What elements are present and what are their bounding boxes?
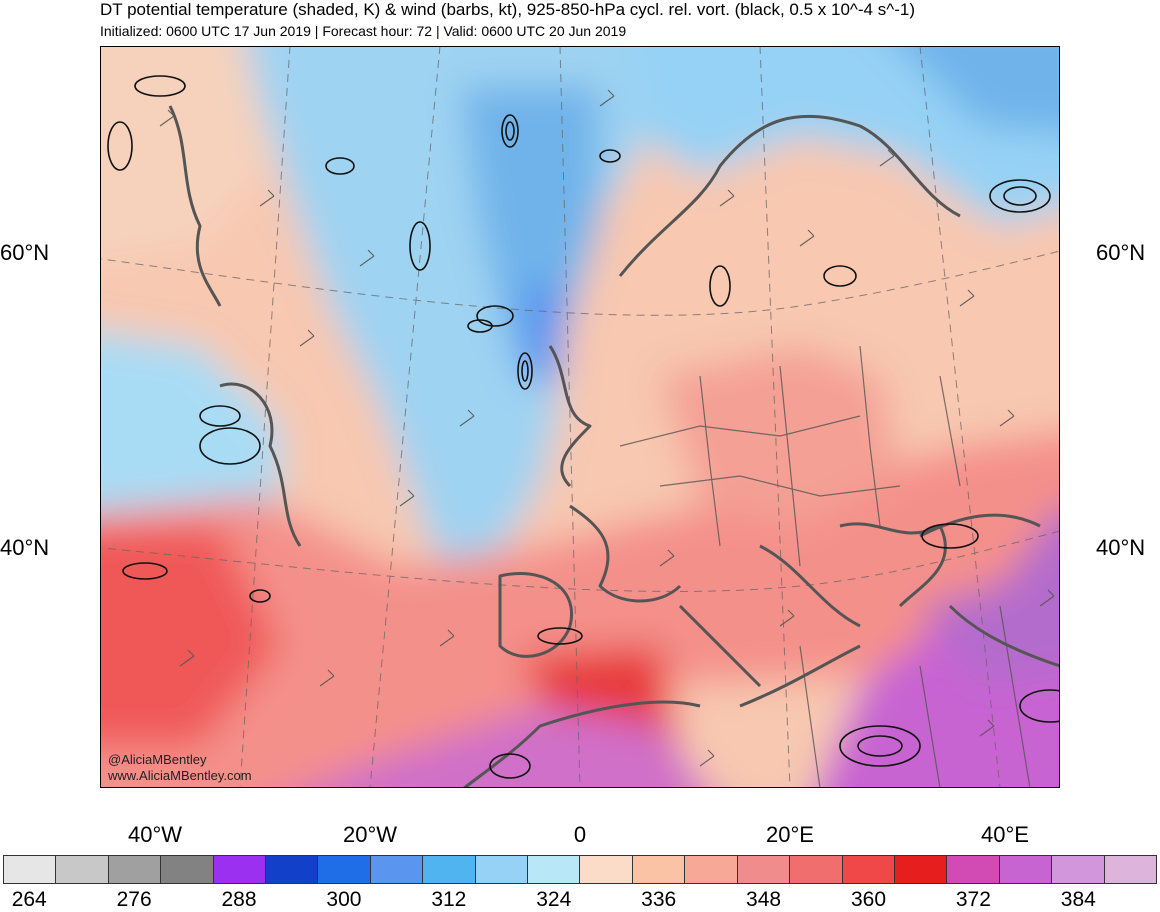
colorbar-swatch — [580, 856, 633, 883]
colorbar-swatch — [56, 856, 109, 883]
colorbar-swatch — [108, 856, 162, 883]
credit-website: www.AliciaMBentley.com — [108, 768, 252, 783]
hot-desert-region — [310, 706, 707, 788]
colorbar-swatch — [842, 856, 895, 883]
potential-temperature-shading — [100, 46, 1060, 788]
colorbar-swatch — [737, 856, 791, 883]
coastlines-and-borders — [168, 105, 1060, 788]
colorbar-swatch — [423, 856, 476, 883]
colorbar-label: 312 — [431, 888, 467, 911]
lat-label-60n-left: 60°N — [0, 240, 50, 265]
map-subtitle: Initialized: 0600 UTC 17 Jun 2019 | Fore… — [100, 23, 627, 39]
weather-map — [100, 46, 1060, 788]
colorbar-label: 348 — [746, 888, 782, 911]
colorbar-swatch — [947, 856, 1000, 883]
country-borders — [619, 345, 1031, 788]
colorbar-label: 276 — [116, 888, 152, 911]
colorbar-swatch — [999, 856, 1053, 883]
warm-subtropical-region — [100, 431, 1060, 788]
colorbar-swatch — [790, 856, 843, 883]
colorbar-swatch — [475, 856, 529, 883]
colorbar-label: 264 — [11, 888, 47, 911]
wind-barbs — [159, 89, 1055, 767]
colorbar-swatch — [528, 856, 581, 883]
lon-label-20e: 20°E — [766, 822, 814, 847]
colorbar-swatch — [266, 856, 319, 883]
map-title: DT potential temperature (shaded, K) & w… — [100, 0, 915, 19]
lon-label-40w: 40°W — [127, 822, 183, 847]
lon-label-40e: 40°E — [981, 822, 1029, 847]
colorbar-swatch — [685, 856, 738, 883]
colorbar-label: 372 — [955, 888, 991, 911]
colorbar-swatch — [632, 856, 686, 883]
lat-label-40n-left: 40°N — [0, 535, 50, 560]
lon-label-0: 0 — [573, 822, 587, 847]
graticule — [100, 46, 1060, 788]
colorbar-swatch — [1104, 856, 1156, 883]
colorbar-swatch — [1052, 856, 1105, 883]
colorbar-swatch — [894, 856, 948, 883]
colorbar-label: 288 — [221, 888, 257, 911]
colorbar-label: 300 — [326, 888, 362, 911]
colorbar-swatch — [213, 856, 267, 883]
lon-label-20w: 20°W — [342, 822, 398, 847]
colorbar-swatch — [161, 856, 214, 883]
lat-label-60n-right: 60°N — [1096, 240, 1146, 265]
colorbar-swatch — [4, 856, 57, 883]
vorticity-contours — [107, 75, 1060, 779]
colorbar — [3, 855, 1157, 884]
credit-handle: @AliciaMBentley — [108, 752, 207, 767]
colorbar-swatch — [318, 856, 371, 883]
colorbar-swatch — [370, 856, 424, 883]
colorbar-label: 360 — [850, 888, 887, 911]
colorbar-label: 336 — [641, 888, 677, 911]
lat-label-40n-right: 40°N — [1096, 535, 1146, 560]
colorbar-label: 324 — [536, 888, 572, 911]
colorbar-label: 384 — [1060, 888, 1096, 911]
